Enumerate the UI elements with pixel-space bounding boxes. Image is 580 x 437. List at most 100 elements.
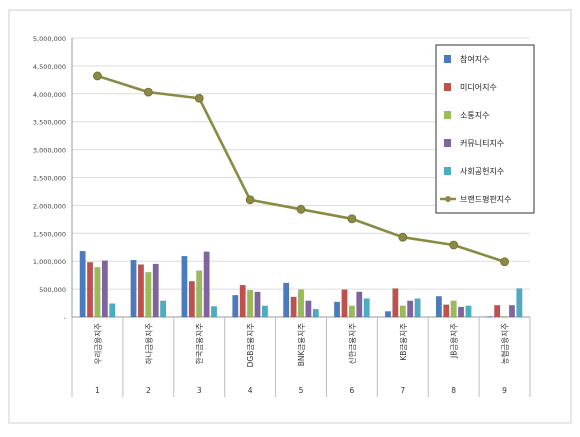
x-category-number: 4: [248, 386, 253, 395]
x-category-number: 5: [299, 386, 304, 395]
line-point: [93, 71, 102, 81]
bar: [465, 305, 472, 318]
legend-swatch: [444, 167, 451, 175]
x-category-number: 2: [146, 386, 151, 395]
bar: [384, 311, 391, 318]
y-tick-label: 2,500,000: [33, 175, 66, 183]
bar: [508, 305, 515, 318]
bar: [458, 306, 465, 318]
bar: [486, 316, 493, 318]
bar: [341, 289, 348, 318]
bar: [261, 305, 268, 318]
legend-label: 사회공헌지수: [460, 167, 504, 176]
bar: [450, 300, 457, 318]
legend-swatch: [444, 83, 451, 91]
bar: [516, 288, 523, 318]
bar: [247, 290, 254, 318]
line-point: [296, 204, 306, 214]
bar: [356, 291, 363, 318]
y-tick-label: 3,000,000: [33, 147, 66, 155]
x-category-number: 6: [349, 386, 354, 395]
bar: [188, 281, 195, 318]
x-category-label: 우리금융지주: [93, 323, 102, 364]
bar: [232, 295, 239, 318]
legend-swatch: [444, 139, 451, 147]
bar: [435, 296, 442, 318]
x-category-label: KB금융지주: [399, 323, 408, 361]
bar: [79, 250, 86, 318]
bar: [87, 262, 94, 318]
y-tick-label: 5,000,000: [33, 35, 66, 43]
bar: [414, 298, 421, 318]
x-category-label: DGB금융지주: [246, 323, 255, 367]
bar: [363, 298, 370, 318]
line-point: [194, 93, 204, 103]
bar: [407, 300, 414, 318]
bar: [254, 291, 261, 318]
bar: [239, 284, 246, 318]
y-tick-label: 1,500,000: [33, 230, 66, 238]
y-tick-label: 500,000: [39, 286, 66, 294]
x-category-label: BNK금융지주: [297, 323, 306, 366]
bar: [348, 305, 355, 318]
bar: [334, 301, 341, 318]
legend-label: 미디어지수: [460, 82, 497, 92]
bar: [501, 316, 508, 318]
y-tick-label: 2,000,000: [33, 202, 66, 210]
y-tick-label: 3,500,000: [33, 119, 66, 127]
y-tick-label: 4,500,000: [33, 63, 66, 71]
legend-label: 참여지수: [460, 54, 489, 64]
y-axis: - 500,000 1,000,000 1,500,000 2,000,000 2,500…: [33, 35, 73, 322]
line-point: [143, 87, 153, 97]
bar: [494, 305, 501, 318]
x-category-label: 하나금융지주: [143, 323, 153, 364]
bar: [443, 304, 450, 318]
bar: [94, 267, 101, 318]
legend-label: 브랜드평판지수: [460, 194, 512, 204]
bar: [145, 272, 152, 318]
bar: [203, 251, 210, 318]
line-point: [245, 195, 255, 205]
line-point: [347, 214, 357, 224]
bar-series: [79, 250, 523, 318]
bar: [152, 263, 159, 318]
bar: [211, 306, 218, 318]
y-tick-label: 1,000,000: [33, 258, 66, 266]
bar: [101, 260, 108, 318]
bar: [181, 255, 188, 318]
x-category-number: 8: [451, 386, 456, 395]
x-category-label: 신한금융지주: [348, 323, 357, 364]
x-category-label: JB금융지주: [450, 323, 459, 359]
bar: [283, 282, 290, 318]
x-category-number: 7: [400, 386, 405, 395]
bar: [160, 300, 167, 318]
legend-swatch: [444, 55, 451, 63]
legend-box: [435, 44, 535, 214]
legend-label: 소통지수: [460, 111, 489, 120]
bar: [130, 259, 137, 318]
bar: [298, 289, 305, 318]
line-point: [500, 257, 509, 267]
legend-swatch: [444, 111, 451, 119]
x-category-number: 3: [197, 386, 202, 395]
bar: [312, 308, 319, 318]
x-category-label: 한국금융지주: [195, 323, 204, 364]
bar: [305, 300, 312, 318]
bar: [196, 270, 203, 318]
legend-line-marker: [445, 196, 451, 202]
line-series: [93, 71, 509, 267]
line-point: [449, 240, 459, 250]
x-category-label: 농협금융지주: [500, 323, 510, 364]
bar: [137, 264, 144, 318]
bar: [290, 296, 297, 318]
bar: [392, 288, 399, 318]
bar: [399, 305, 406, 318]
x-category-number: 1: [95, 386, 100, 395]
line-point: [398, 232, 408, 242]
x-category-number: 9: [502, 386, 507, 395]
y-tick-label: -: [64, 314, 67, 322]
y-tick-label: 4,000,000: [33, 91, 66, 99]
